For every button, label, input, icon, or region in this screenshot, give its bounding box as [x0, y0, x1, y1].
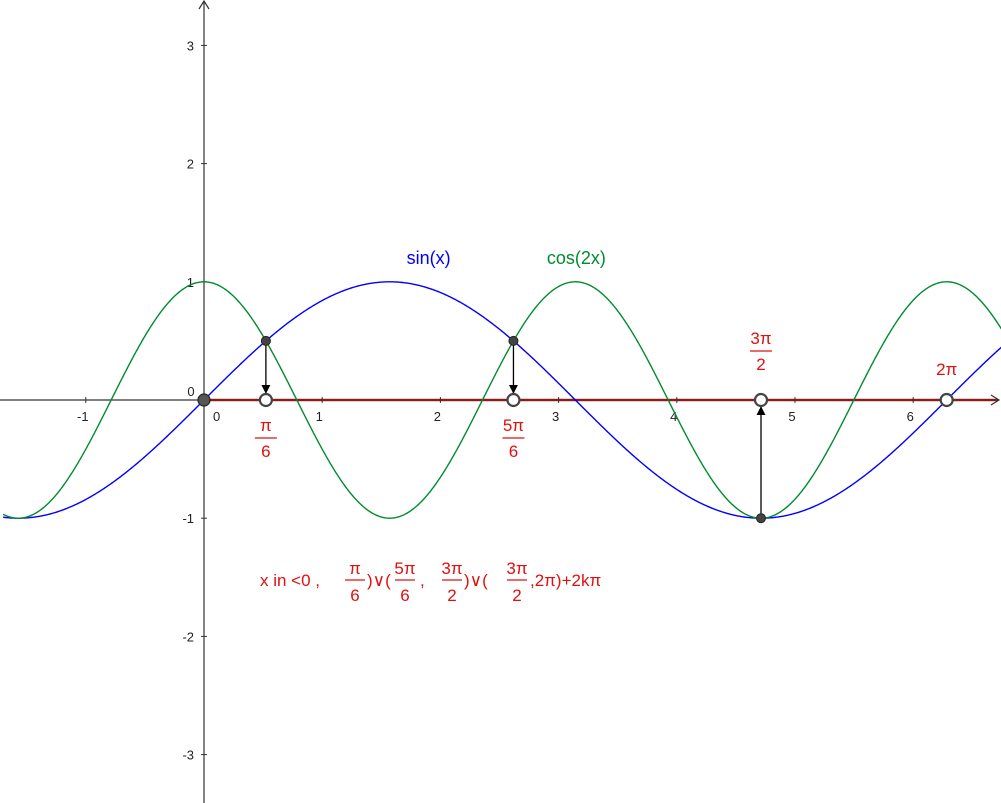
x-axis-arrow [990, 394, 1001, 406]
labels: sin(x) cos(2x) π 6 5π 6 3π 2 2π [254, 248, 957, 461]
intersection-point [508, 335, 519, 346]
curve-label: cos(2x) [547, 248, 606, 268]
intersection-point [260, 335, 271, 346]
y-tick-label: -3 [182, 748, 194, 763]
answer-frac4-den: 2 [512, 586, 521, 605]
answer-frac1-num: π [349, 559, 361, 578]
answer-comma: , [420, 571, 425, 590]
closed-endpoint [197, 393, 211, 407]
intersection-point [756, 513, 767, 524]
x-tick-label: 1 [316, 409, 323, 424]
open-endpoint [258, 392, 273, 408]
axis-ticks: -1 0 1 2 3 4 5 6 0 -3 -2 -1 1 2 3 [77, 38, 914, 762]
answer-union1: )∨( [367, 571, 391, 590]
answer-union2: )∨( [464, 571, 488, 590]
answer-frac1-den: 6 [350, 586, 359, 605]
curves [2, 281, 1001, 519]
root-label-numerator: π [260, 416, 272, 435]
open-endpoint [939, 392, 954, 408]
x-tick-label: 6 [907, 409, 914, 424]
curve-label: sin(x) [407, 248, 451, 268]
y-tick-label: -2 [182, 629, 194, 644]
projection-arrows [261, 340, 766, 519]
answer-formula: x in <0 , π 6 )∨( 5π 6 , 3π 2 )∨( 3π 2 ,… [260, 559, 601, 605]
answer-prefix: x in <0 , [260, 571, 320, 590]
root-label-denominator: 2 [756, 355, 765, 374]
root-label-numerator: 3π [750, 329, 771, 348]
points [197, 335, 954, 524]
curve-cos2x [2, 281, 1001, 519]
root-label-denominator: 6 [509, 442, 518, 461]
x-tick-label: -1 [77, 409, 89, 424]
open-endpoint [506, 392, 521, 408]
answer-frac2-den: 6 [400, 586, 409, 605]
y-tick-label: -1 [182, 511, 194, 526]
curve-sinx [2, 281, 1001, 519]
y-tick-label: 2 [187, 157, 194, 172]
root-label: 2π [936, 360, 957, 379]
x-tick-label: 0 [213, 409, 220, 424]
root-label-numerator: 5π [503, 416, 524, 435]
y-tick-label: 3 [187, 38, 194, 53]
x-tick-label: 5 [788, 409, 795, 424]
y-tick-label: 1 [187, 275, 194, 290]
open-endpoint [753, 392, 769, 408]
origin-label: 0 [187, 384, 194, 399]
root-label-denominator: 6 [261, 442, 270, 461]
answer-frac4-num: 3π [506, 559, 527, 578]
answer-frac2-num: 5π [394, 559, 415, 578]
x-tick-label: 4 [670, 409, 677, 424]
answer-suffix: ,2π)+2kπ [530, 571, 601, 590]
answer-frac3-den: 2 [447, 586, 456, 605]
answer-frac3-num: 3π [441, 559, 462, 578]
x-tick-label: 2 [434, 409, 441, 424]
y-axis-arrow [198, 0, 210, 10]
x-tick-label: 3 [552, 409, 559, 424]
